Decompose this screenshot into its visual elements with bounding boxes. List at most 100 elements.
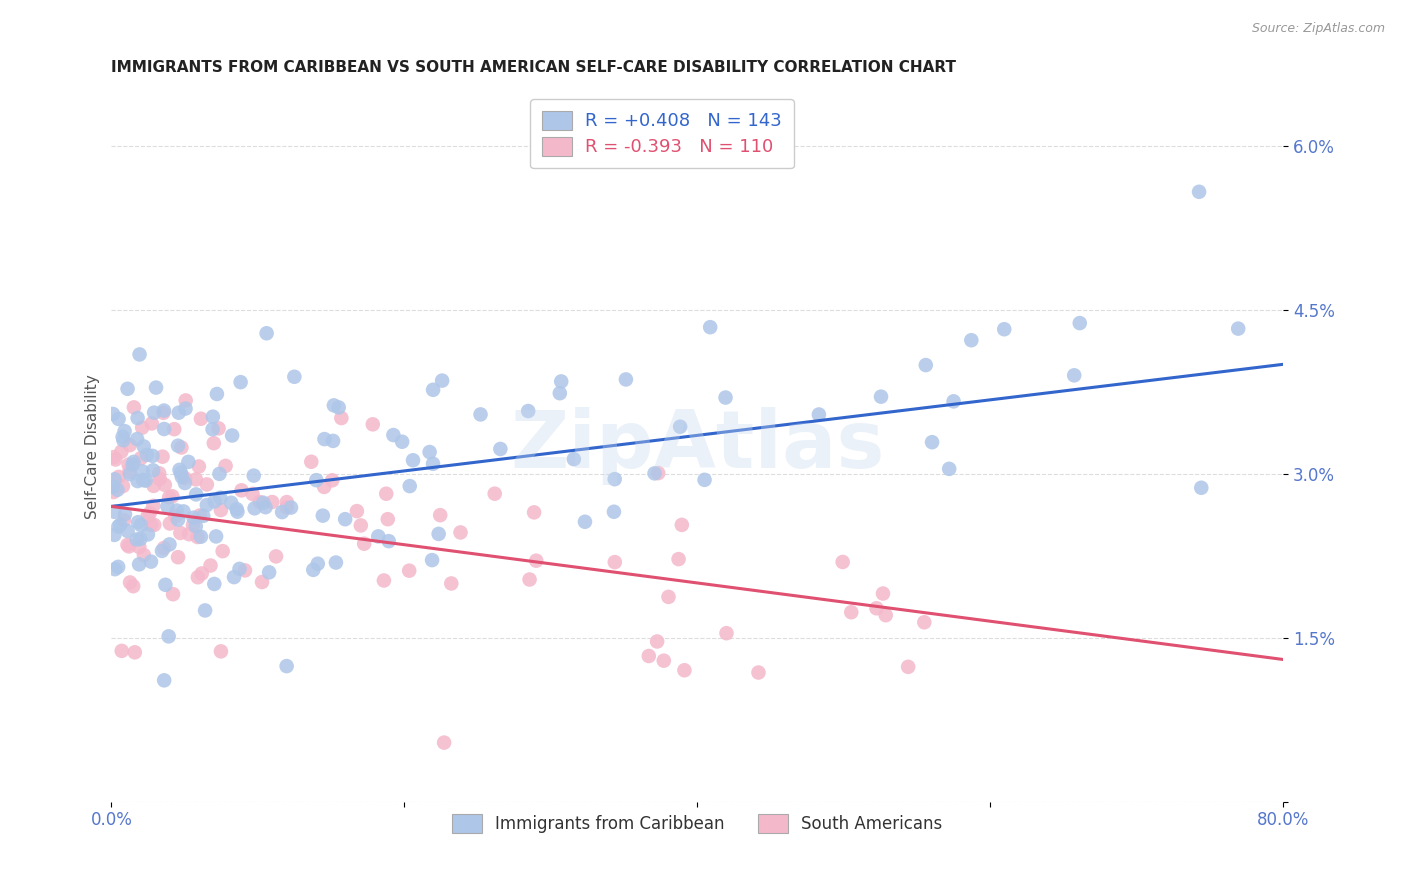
Point: [205, 387, 228, 401]
Point: [157, 629, 180, 643]
Point: [166, 503, 188, 517]
Point: [121, 458, 143, 472]
Point: [159, 537, 181, 551]
Point: [271, 505, 294, 519]
Point: [330, 411, 353, 425]
Point: [143, 517, 166, 532]
Point: [470, 408, 492, 422]
Point: [280, 500, 302, 515]
Point: [807, 408, 830, 422]
Point: [101, 480, 124, 494]
Point: [153, 422, 176, 436]
Point: [209, 503, 232, 517]
Point: [145, 381, 167, 395]
Point: [427, 527, 450, 541]
Text: ZipAtlas: ZipAtlas: [510, 408, 884, 485]
Point: [322, 398, 344, 412]
Point: [209, 644, 232, 658]
Point: [162, 489, 184, 503]
Point: [103, 505, 125, 519]
Point: [181, 518, 204, 533]
Point: [222, 570, 245, 584]
Point: [574, 515, 596, 529]
Point: [201, 409, 224, 424]
Point: [177, 527, 200, 541]
Point: [153, 403, 176, 417]
Point: [614, 372, 637, 386]
Point: [361, 417, 384, 432]
Point: [328, 401, 350, 415]
Point: [195, 477, 218, 491]
Point: [159, 516, 181, 531]
Point: [256, 326, 278, 341]
Point: [839, 605, 862, 619]
Point: [214, 458, 236, 473]
Point: [264, 549, 287, 564]
Point: [149, 472, 172, 486]
Point: [914, 358, 936, 372]
Point: [669, 419, 692, 434]
Point: [699, 320, 721, 334]
Point: [169, 526, 191, 541]
Point: [117, 524, 139, 538]
Point: [225, 502, 247, 516]
Point: [346, 504, 368, 518]
Point: [107, 483, 129, 497]
Point: [367, 529, 389, 543]
Point: [921, 435, 943, 450]
Point: [314, 480, 336, 494]
Point: [155, 578, 177, 592]
Point: [120, 467, 142, 482]
Point: [714, 391, 737, 405]
Point: [353, 537, 375, 551]
Point: [652, 654, 675, 668]
Point: [170, 470, 193, 484]
Point: [243, 501, 266, 516]
Point: [122, 579, 145, 593]
Point: [104, 452, 127, 467]
Point: [422, 383, 444, 397]
Point: [142, 499, 165, 513]
Point: [671, 517, 693, 532]
Point: [110, 517, 132, 532]
Legend: Immigrants from Caribbean, South Americans: Immigrants from Caribbean, South America…: [441, 804, 953, 843]
Point: [117, 382, 139, 396]
Point: [398, 564, 420, 578]
Point: [302, 563, 325, 577]
Point: [645, 634, 668, 648]
Point: [912, 615, 935, 630]
Point: [693, 473, 716, 487]
Point: [429, 508, 451, 523]
Point: [152, 406, 174, 420]
Point: [132, 473, 155, 487]
Point: [420, 553, 443, 567]
Y-axis label: Self-Care Disability: Self-Care Disability: [86, 374, 100, 518]
Point: [153, 478, 176, 492]
Point: [865, 601, 887, 615]
Point: [433, 736, 456, 750]
Point: [128, 558, 150, 572]
Point: [174, 476, 197, 491]
Point: [276, 500, 298, 515]
Point: [190, 411, 212, 425]
Point: [103, 528, 125, 542]
Point: [202, 436, 225, 450]
Point: [221, 428, 243, 442]
Point: [450, 525, 472, 540]
Point: [132, 548, 155, 562]
Point: [402, 453, 425, 467]
Point: [187, 570, 209, 584]
Text: Source: ZipAtlas.com: Source: ZipAtlas.com: [1251, 22, 1385, 36]
Point: [114, 507, 136, 521]
Point: [110, 444, 132, 458]
Point: [321, 473, 343, 487]
Point: [562, 452, 585, 467]
Point: [128, 347, 150, 361]
Point: [517, 404, 540, 418]
Point: [129, 518, 152, 533]
Point: [153, 673, 176, 688]
Point: [190, 566, 212, 581]
Point: [519, 573, 541, 587]
Point: [127, 474, 149, 488]
Point: [101, 407, 124, 421]
